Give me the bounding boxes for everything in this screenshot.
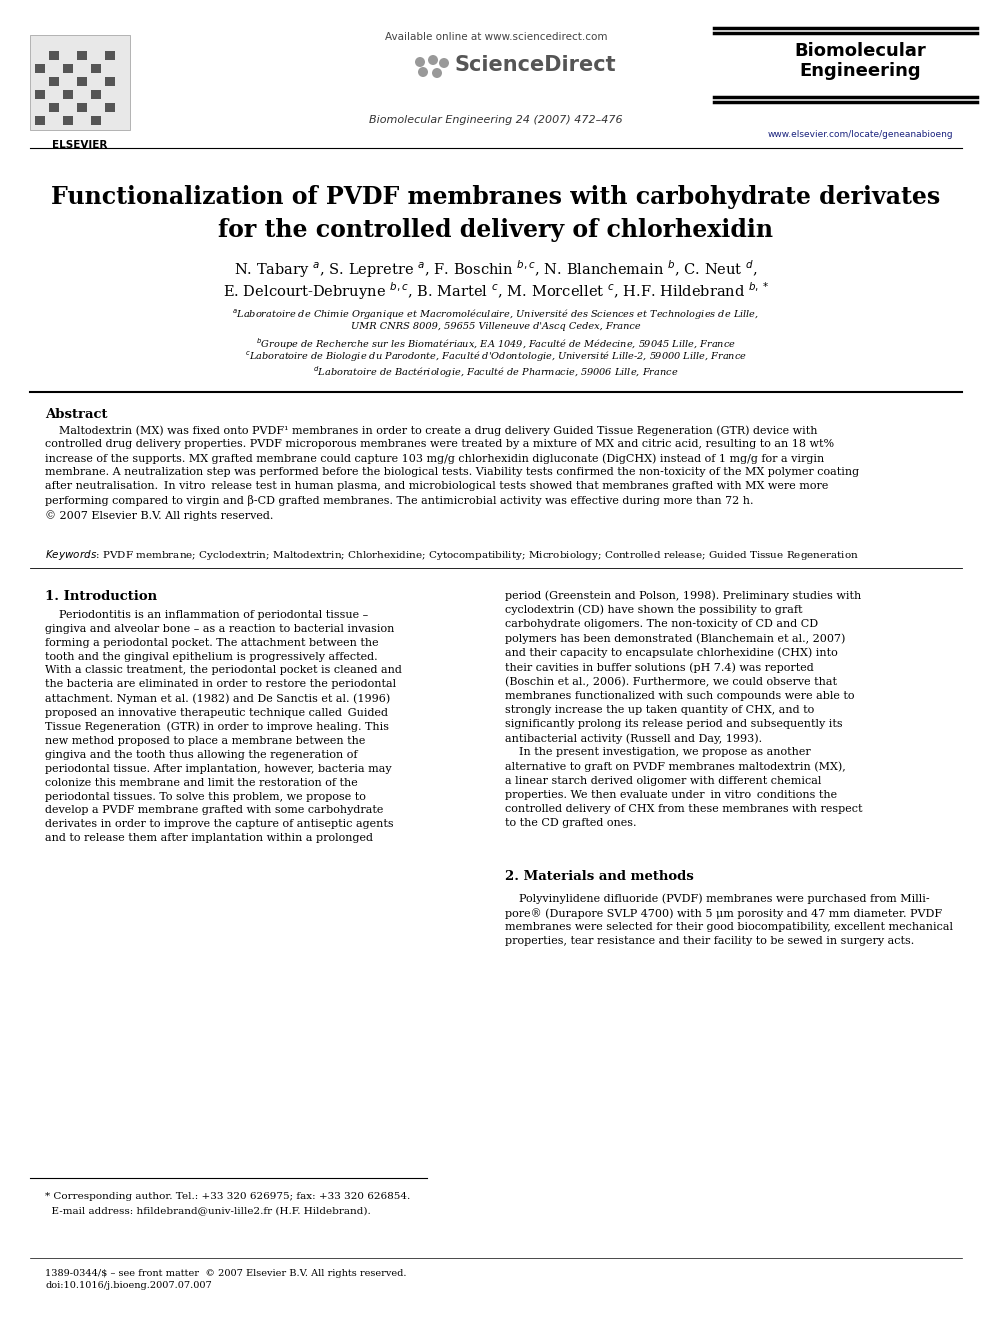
Bar: [105, 77, 115, 86]
Text: 2. Materials and methods: 2. Materials and methods: [505, 871, 693, 882]
Text: Available online at www.sciencedirect.com: Available online at www.sciencedirect.co…: [385, 32, 607, 42]
Text: $^b$Groupe de Recherche sur les Biomatériaux, EA 1049, Faculté de Médecine, 5904: $^b$Groupe de Recherche sur les Biomatér…: [256, 336, 736, 352]
Text: Maltodextrin (MX) was fixed onto PVDF¹ membranes in order to create a drug deliv: Maltodextrin (MX) was fixed onto PVDF¹ m…: [45, 425, 859, 520]
Text: Abstract: Abstract: [45, 407, 107, 421]
Bar: [77, 103, 87, 112]
Text: Periodontitis is an inflammation of periodontal tissue –
gingiva and alveolar bo: Periodontitis is an inflammation of peri…: [45, 610, 402, 843]
Text: Biomolecular: Biomolecular: [795, 42, 926, 60]
Text: Polyvinylidene difluoride (PVDF) membranes were purchased from Milli-
pore® (Dur: Polyvinylidene difluoride (PVDF) membran…: [505, 893, 953, 946]
Text: 1389-0344/$ – see front matter  © 2007 Elsevier B.V. All rights reserved.: 1389-0344/$ – see front matter © 2007 El…: [45, 1269, 407, 1278]
Bar: [91, 64, 101, 73]
Circle shape: [418, 67, 428, 77]
Text: * Corresponding author. Tel.: +33 320 626975; fax: +33 320 626854.: * Corresponding author. Tel.: +33 320 62…: [45, 1192, 411, 1201]
Circle shape: [428, 56, 438, 65]
Circle shape: [439, 58, 449, 67]
Text: ELSEVIER: ELSEVIER: [53, 140, 108, 149]
Text: N. Tabary $^a$, S. Lepretre $^a$, F. Boschin $^{b,c}$, N. Blanchemain $^b$, C. N: N. Tabary $^a$, S. Lepretre $^a$, F. Bos…: [234, 258, 758, 279]
Bar: [77, 77, 87, 86]
Bar: [63, 90, 73, 99]
Circle shape: [415, 57, 425, 67]
Text: ScienceDirect: ScienceDirect: [455, 56, 617, 75]
Text: Biomolecular Engineering 24 (2007) 472–476: Biomolecular Engineering 24 (2007) 472–4…: [369, 115, 623, 124]
Bar: [35, 116, 45, 124]
Bar: [49, 103, 59, 112]
Bar: [63, 64, 73, 73]
Text: www.elsevier.com/locate/geneanabioeng: www.elsevier.com/locate/geneanabioeng: [767, 130, 952, 139]
Text: E. Delcourt-Debruyne $^{b,c}$, B. Martel $^c$, M. Morcellet $^c$, H.F. Hildebran: E. Delcourt-Debruyne $^{b,c}$, B. Martel…: [223, 280, 769, 302]
Text: E-mail address: hfildebrand@univ-lille2.fr (H.F. Hildebrand).: E-mail address: hfildebrand@univ-lille2.…: [45, 1207, 371, 1215]
Bar: [91, 116, 101, 124]
Text: Functionalization of PVDF membranes with carbohydrate derivates: Functionalization of PVDF membranes with…: [52, 185, 940, 209]
Bar: [105, 103, 115, 112]
Text: 1. Introduction: 1. Introduction: [45, 590, 157, 603]
Text: period (Greenstein and Polson, 1998). Preliminary studies with
cyclodextrin (CD): period (Greenstein and Polson, 1998). Pr…: [505, 590, 862, 827]
Text: UMR CNRS 8009, 59655 Villeneuve d'Ascq Cedex, France: UMR CNRS 8009, 59655 Villeneuve d'Ascq C…: [351, 321, 641, 331]
Circle shape: [432, 67, 442, 78]
Text: $^d$Laboratoire de Bactériologie, Faculté de Pharmacie, 59006 Lille, France: $^d$Laboratoire de Bactériologie, Facult…: [313, 364, 679, 380]
Text: doi:10.1016/j.bioeng.2007.07.007: doi:10.1016/j.bioeng.2007.07.007: [45, 1281, 211, 1290]
Text: $^c$Laboratoire de Biologie du Parodonte, Faculté d'Odontologie, Université Lill: $^c$Laboratoire de Biologie du Parodonte…: [245, 351, 747, 364]
Bar: [91, 90, 101, 99]
Text: $\it{Keywords}$: PVDF membrane; Cyclodextrin; Maltodextrin; Chlorhexidine; Cytoc: $\it{Keywords}$: PVDF membrane; Cyclodex…: [45, 548, 859, 562]
Bar: [30, 34, 130, 130]
Bar: [35, 90, 45, 99]
Bar: [49, 52, 59, 60]
Bar: [77, 52, 87, 60]
Bar: [105, 52, 115, 60]
Text: Engineering: Engineering: [800, 62, 921, 79]
Text: for the controlled delivery of chlorhexidin: for the controlled delivery of chlorhexi…: [218, 218, 774, 242]
Bar: [35, 64, 45, 73]
Bar: [49, 77, 59, 86]
Text: $^a$Laboratoire de Chimie Organique et Macromoléculaire, Université des Sciences: $^a$Laboratoire de Chimie Organique et M…: [232, 308, 760, 323]
Bar: [63, 116, 73, 124]
